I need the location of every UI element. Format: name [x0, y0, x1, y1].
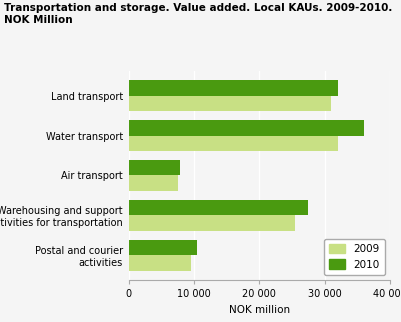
- Bar: [128, 160, 179, 175]
- Legend: 2009, 2010: 2009, 2010: [323, 239, 384, 275]
- Bar: [128, 96, 330, 111]
- Bar: [128, 136, 337, 151]
- Bar: [128, 175, 177, 191]
- Bar: [128, 255, 190, 270]
- Bar: [128, 215, 294, 231]
- X-axis label: NOK million: NOK million: [228, 305, 289, 315]
- Bar: [128, 240, 197, 255]
- Bar: [128, 200, 308, 215]
- Bar: [128, 120, 363, 136]
- Text: Transportation and storage. Value added. Local KAUs. 2009-2010.
NOK Million: Transportation and storage. Value added.…: [4, 3, 391, 25]
- Bar: [128, 80, 337, 96]
